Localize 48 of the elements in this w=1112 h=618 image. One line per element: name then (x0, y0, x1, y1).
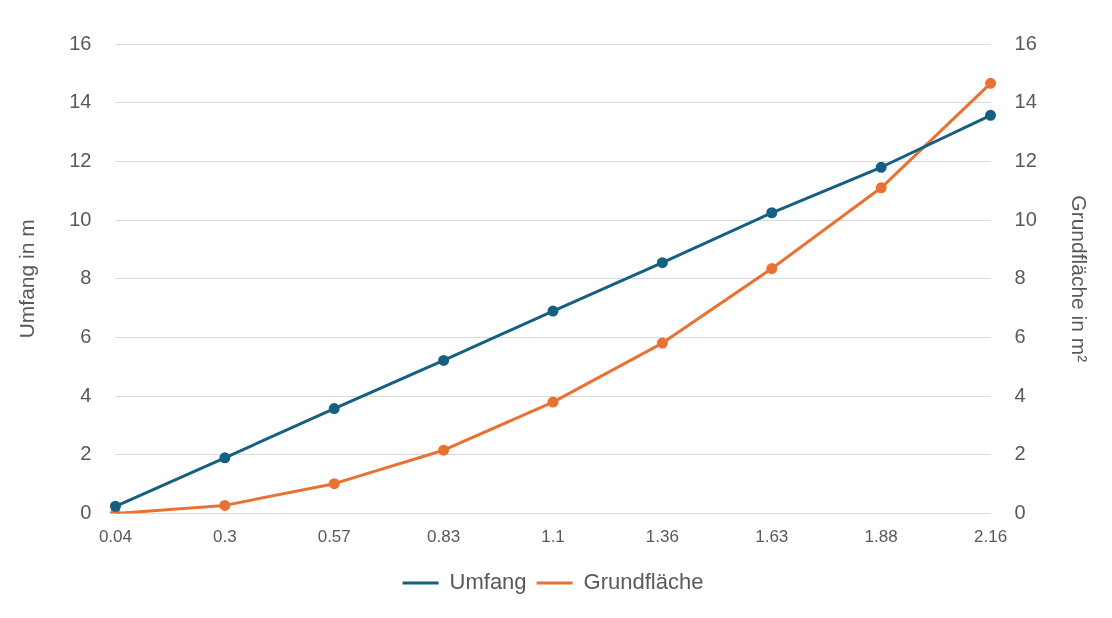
y-tick-label: 4 (80, 383, 92, 406)
point (328, 403, 340, 415)
x-tick-label: 1.36 (645, 527, 679, 547)
point (985, 77, 997, 89)
y-tick-label: 2 (80, 442, 92, 465)
legend-label: Umfang (449, 569, 527, 595)
point (328, 478, 340, 490)
y2-tick-label: 0 (1014, 501, 1026, 524)
legend-label: Grundfläche (583, 569, 704, 595)
point (547, 396, 559, 408)
y-tick-label: 12 (69, 148, 92, 171)
point (766, 263, 778, 275)
point (985, 109, 997, 121)
y2-tick-label: 4 (1014, 383, 1026, 406)
point (656, 257, 668, 269)
y-tick-label: 16 (69, 31, 92, 54)
point (438, 444, 450, 456)
x-tick-label: 2.16 (974, 527, 1008, 547)
point (219, 452, 231, 464)
y-tick-label: 14 (69, 90, 92, 113)
x-tick-label: 0.57 (317, 527, 351, 547)
x-tick-label: 0.3 (213, 527, 237, 547)
y2-tick-label: 6 (1014, 325, 1026, 348)
point (109, 500, 121, 512)
y-tick-label: 6 (80, 325, 92, 348)
x-tick-label: 1.63 (755, 527, 789, 547)
x-tick-label: 1.88 (864, 527, 898, 547)
x-tick-label: 0.04 (98, 527, 132, 547)
point (547, 305, 559, 317)
x-tick-label: 0.83 (427, 527, 461, 547)
y2-tick-label: 10 (1014, 207, 1037, 230)
point (875, 161, 887, 173)
y2-axis-title: Grundfläche in m² (1067, 195, 1091, 363)
point (219, 499, 231, 511)
y-tick-label: 0 (80, 501, 92, 524)
y2-tick-label: 16 (1014, 31, 1037, 54)
y-tick-label: 8 (80, 266, 92, 289)
point (875, 182, 887, 194)
y-axis-title: Umfang in m (15, 219, 39, 339)
point (766, 207, 778, 219)
y2-tick-label: 12 (1014, 148, 1037, 171)
x-tick-label: 1.1 (541, 527, 565, 547)
y-tick-label: 10 (69, 207, 92, 230)
point (438, 354, 450, 366)
y2-tick-label: 14 (1014, 90, 1037, 113)
y2-tick-label: 8 (1014, 266, 1026, 289)
point (656, 337, 668, 349)
y2-tick-label: 2 (1014, 442, 1026, 465)
